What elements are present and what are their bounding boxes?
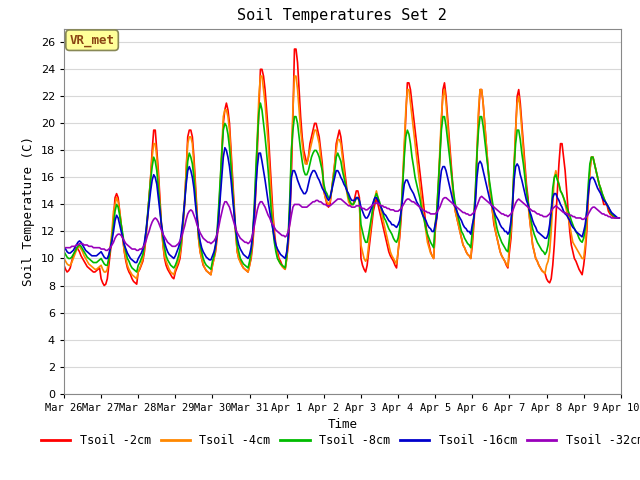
Text: VR_met: VR_met <box>70 34 115 47</box>
Title: Soil Temperatures Set 2: Soil Temperatures Set 2 <box>237 9 447 24</box>
Y-axis label: Soil Temperature (C): Soil Temperature (C) <box>22 136 35 286</box>
X-axis label: Time: Time <box>328 418 357 431</box>
Legend: Tsoil -2cm, Tsoil -4cm, Tsoil -8cm, Tsoil -16cm, Tsoil -32cm: Tsoil -2cm, Tsoil -4cm, Tsoil -8cm, Tsoi… <box>36 429 640 452</box>
